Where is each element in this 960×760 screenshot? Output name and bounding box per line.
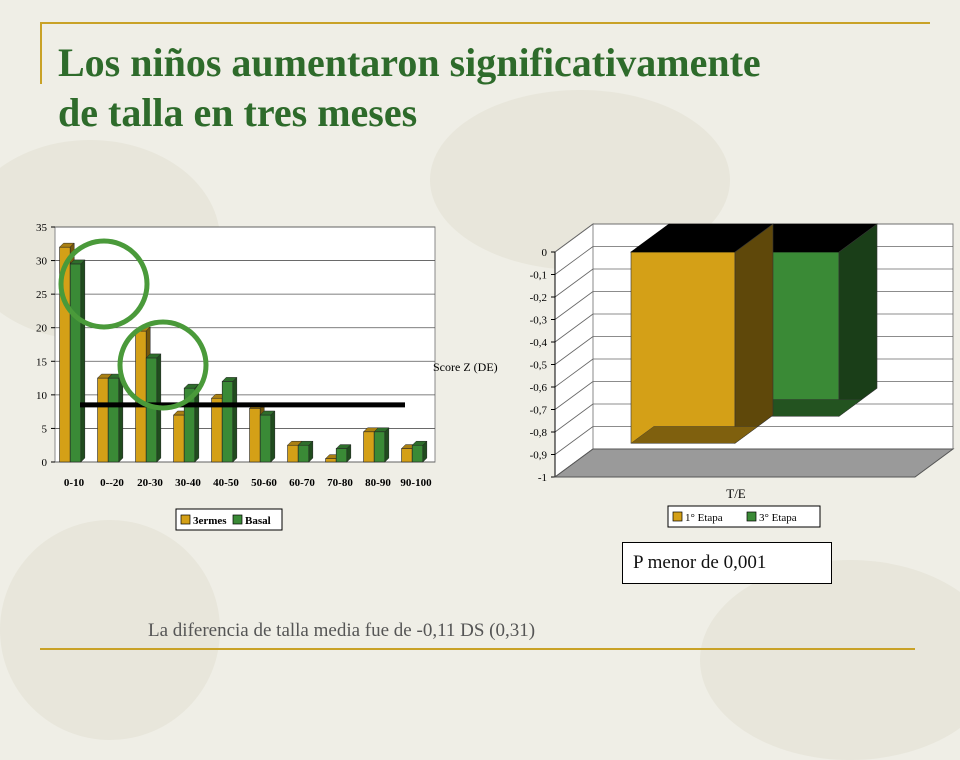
- bar-side: [384, 427, 390, 463]
- y-tick-label: 35: [36, 222, 48, 234]
- y-tick-label: -0,9: [530, 450, 548, 462]
- y-tick-label: -0,5: [530, 360, 548, 372]
- y-tick-label: 30: [36, 256, 48, 268]
- grid-line: [554, 313, 594, 343]
- y-tick-label: -0,4: [530, 337, 548, 349]
- grid-line: [554, 403, 594, 433]
- x-tick-label: 50-60: [251, 477, 277, 489]
- chart-floor: [553, 448, 955, 478]
- zscore-chart: 0 -0,1 -0,2 -0,3 -0,4 -0,5 -0,6 -0,7 -0,8 -0,9 -1 S…: [433, 223, 955, 528]
- x-tick-label: 70-80: [327, 477, 353, 489]
- grid-line: [554, 246, 594, 275]
- legend-label: 3ermes: [193, 515, 227, 527]
- p-value-text: P menor de 0,001: [633, 552, 767, 573]
- bar-side: [422, 440, 428, 463]
- bar-side: [838, 223, 878, 417]
- title-line-2: de talla en tres meses: [58, 90, 418, 135]
- highlight-circle: [117, 319, 209, 411]
- left-rule: [40, 22, 42, 84]
- title-line-1: Los niños aumentaron significativamente: [58, 40, 761, 85]
- bar-side: [734, 223, 774, 444]
- grid-line: [554, 223, 594, 253]
- legend-label: 3° Etapa: [759, 512, 797, 524]
- grid-line: [554, 426, 594, 455]
- legend-swatch: [746, 511, 757, 522]
- x-tick-label: 80-90: [365, 477, 391, 489]
- background-texture: [0, 520, 220, 740]
- y-tick-label: -0,8: [530, 427, 548, 439]
- bar-bottom: [630, 426, 759, 444]
- legend-swatch: [232, 514, 243, 525]
- bottom-rule: [40, 648, 915, 650]
- y-tick-label: -0,7: [530, 405, 548, 417]
- legend-swatch: [672, 511, 683, 522]
- x-tick-label: 60-70: [289, 477, 315, 489]
- bar-side: [270, 410, 276, 463]
- legend-label: 1° Etapa: [685, 512, 723, 524]
- bar-side: [80, 259, 86, 463]
- y-tick-label: 0: [42, 457, 48, 469]
- legend-label: Basal: [245, 515, 271, 527]
- y-tick-label: 20: [36, 323, 48, 335]
- y-tick-label: 5: [42, 423, 48, 435]
- highlight-circle: [58, 238, 150, 330]
- y-tick-label: 0: [542, 247, 548, 259]
- y-tick-label: 25: [36, 289, 48, 301]
- bar-side: [308, 440, 314, 463]
- x-tick-label: 20-30: [137, 477, 163, 489]
- legend-swatch: [180, 514, 191, 525]
- y-tick-label: 15: [36, 356, 48, 368]
- p-value-box: P menor de 0,001: [622, 542, 832, 584]
- y-tick-label: -0,1: [530, 270, 547, 282]
- bar-front: [630, 251, 736, 444]
- legend-box: [175, 508, 283, 531]
- y-tick-label: -0,2: [530, 292, 547, 304]
- grid-line: [554, 336, 594, 365]
- x-axis-label: T/E: [726, 486, 746, 501]
- y-axis-label: Score Z (DE): [433, 360, 498, 374]
- grid-line: [554, 358, 594, 388]
- histogram-chart: 0 5 10 15 20 25 30 35 0-10 0--20 20-30 30-40 40-50 50…: [36, 222, 436, 531]
- x-tick-label: 40-50: [213, 477, 239, 489]
- x-tick-label: 0--20: [100, 477, 124, 489]
- bar-side: [232, 376, 238, 463]
- grid-line: [554, 268, 594, 298]
- top-rule: [40, 22, 930, 24]
- y-tick-label: -0,6: [530, 382, 548, 394]
- grid-line: [554, 291, 594, 320]
- x-tick-label: 90-100: [400, 477, 432, 489]
- bar-side: [346, 443, 352, 463]
- y-tick-label: -1: [538, 472, 547, 484]
- y-tick-label: -0,3: [530, 315, 548, 327]
- x-tick-label: 30-40: [175, 477, 201, 489]
- x-tick-label: 0-10: [64, 477, 85, 489]
- grid-line: [554, 381, 594, 410]
- legend-box: [667, 505, 821, 528]
- y-tick-label: 10: [36, 390, 48, 402]
- footnote: La diferencia de talla media fue de -0,1…: [148, 620, 536, 641]
- slide-title: Los niños aumentaron significativamente …: [58, 38, 918, 138]
